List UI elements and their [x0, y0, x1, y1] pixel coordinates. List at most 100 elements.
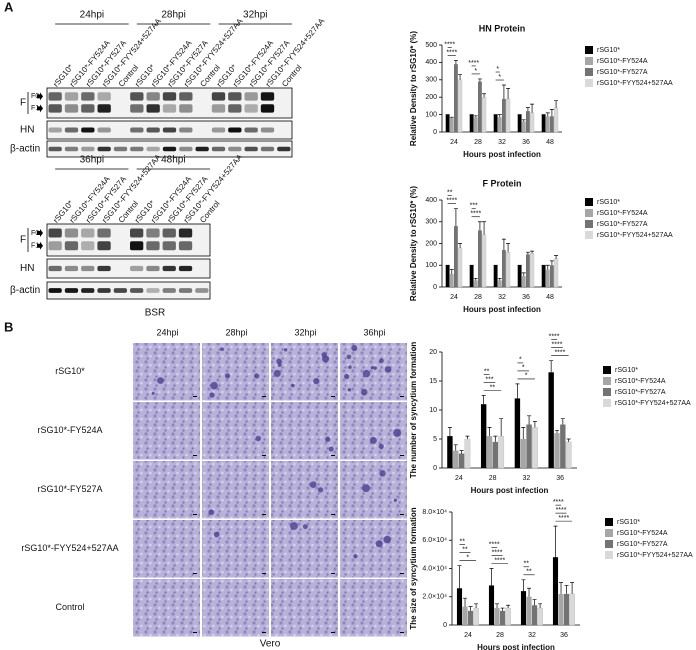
- bar: [468, 610, 474, 625]
- legend-label: rSG10*-FYY524+527AA: [617, 552, 693, 559]
- bar: [502, 250, 506, 287]
- significance-label: **: [490, 384, 496, 391]
- bar: [457, 247, 463, 288]
- error-bar: [521, 427, 526, 439]
- blot-band: [178, 241, 193, 251]
- syncytium: [213, 531, 220, 538]
- bar: [458, 453, 465, 468]
- bar: [462, 606, 468, 625]
- error-bar: [566, 438, 571, 442]
- significance-label: *: [474, 68, 477, 75]
- y-tick-label: 300: [425, 77, 437, 84]
- blot-band: [277, 146, 291, 152]
- blot-band: [211, 127, 226, 133]
- error-bar: [477, 221, 482, 231]
- significance-label: *: [519, 357, 522, 364]
- syncytium: [151, 391, 155, 395]
- row-label: F1: [31, 243, 39, 250]
- bar: [498, 435, 505, 469]
- blot-band: [64, 265, 79, 272]
- significance-label: ****: [549, 334, 560, 341]
- syncytium: [393, 498, 397, 502]
- blot-band: [113, 288, 127, 293]
- x-tick-label: 28: [489, 475, 497, 482]
- legend-label: rSG10*: [597, 47, 620, 54]
- error-bar: [497, 277, 502, 281]
- bar: [520, 591, 527, 625]
- timepoint-label: 36hpi: [80, 155, 104, 166]
- significance-label: ****: [446, 50, 457, 57]
- blot-band: [162, 104, 177, 113]
- error-bar: [527, 415, 532, 425]
- y-tick-label: 200: [425, 240, 437, 247]
- micrograph: [133, 579, 200, 637]
- bar: [478, 230, 482, 287]
- blot-band: [146, 127, 160, 133]
- x-tick-label: 28: [496, 632, 504, 639]
- syncytium: [347, 388, 352, 392]
- bar: [541, 114, 546, 132]
- significance-label: **: [526, 569, 532, 576]
- legend-label: rSG10*-FY527A: [597, 69, 648, 76]
- row-label: F: [20, 235, 26, 246]
- legend-swatch: [585, 220, 593, 228]
- syncytium: [344, 373, 350, 380]
- blot-band: [211, 92, 226, 101]
- y-tick-label: 0: [433, 284, 437, 291]
- error-bar: [468, 606, 473, 611]
- y-tick-label: 4.0×10⁴: [422, 565, 447, 572]
- syncytium: [302, 524, 308, 530]
- error-bar: [473, 115, 478, 118]
- bar: [447, 436, 453, 468]
- bar: [457, 79, 463, 133]
- blot-band: [228, 92, 242, 101]
- blot-band: [48, 241, 62, 251]
- blot-band: [64, 288, 79, 293]
- blot-band: [48, 265, 62, 272]
- error-bar: [545, 112, 550, 117]
- y-tick-label: 6.0×10⁴: [422, 537, 447, 544]
- x-tick-label: 32: [528, 632, 536, 639]
- y-tick-label: 20: [429, 349, 437, 356]
- bar: [453, 450, 459, 468]
- x-tick-label: 28: [474, 294, 482, 301]
- bar: [505, 251, 511, 288]
- bar: [553, 107, 559, 133]
- bar: [520, 439, 526, 468]
- error-bar: [506, 604, 511, 609]
- blot-band: [130, 288, 144, 293]
- error-bar: [570, 582, 575, 594]
- error-bar: [506, 243, 511, 253]
- significance-label: ***: [485, 376, 493, 383]
- micrograph: [271, 402, 338, 460]
- blot-band: [97, 288, 111, 293]
- blot-band: [179, 146, 193, 152]
- syncytium: [383, 535, 391, 544]
- error-bar: [453, 444, 458, 451]
- legend-label: rSG10*: [597, 199, 620, 206]
- timepoint-label: 28hpi: [161, 10, 185, 21]
- x-tick-label: 24: [450, 139, 458, 146]
- arrow: [37, 241, 43, 250]
- syncytium: [379, 358, 384, 364]
- row-label: F1: [31, 105, 39, 112]
- legend-label: rSG10*-FY524A: [597, 58, 648, 65]
- syncytium: [375, 540, 383, 548]
- blot-band: [81, 127, 95, 133]
- blot-band: [179, 92, 193, 101]
- syncytium: [210, 381, 218, 390]
- significance-label: ****: [470, 211, 481, 218]
- legend-swatch: [585, 209, 593, 217]
- column-label: 32hpi: [294, 327, 316, 337]
- x-axis-label: Hours post infection: [463, 150, 541, 159]
- error-bar: [465, 435, 470, 439]
- blot-band: [179, 104, 193, 113]
- bar: [521, 276, 526, 287]
- error-bar: [532, 599, 537, 606]
- micrograph: [133, 520, 200, 578]
- micrograph: [271, 461, 338, 519]
- blot-band: [64, 146, 79, 152]
- error-bar: [521, 272, 526, 277]
- y-tick-label: 200: [425, 94, 437, 101]
- syncytium: [254, 373, 260, 379]
